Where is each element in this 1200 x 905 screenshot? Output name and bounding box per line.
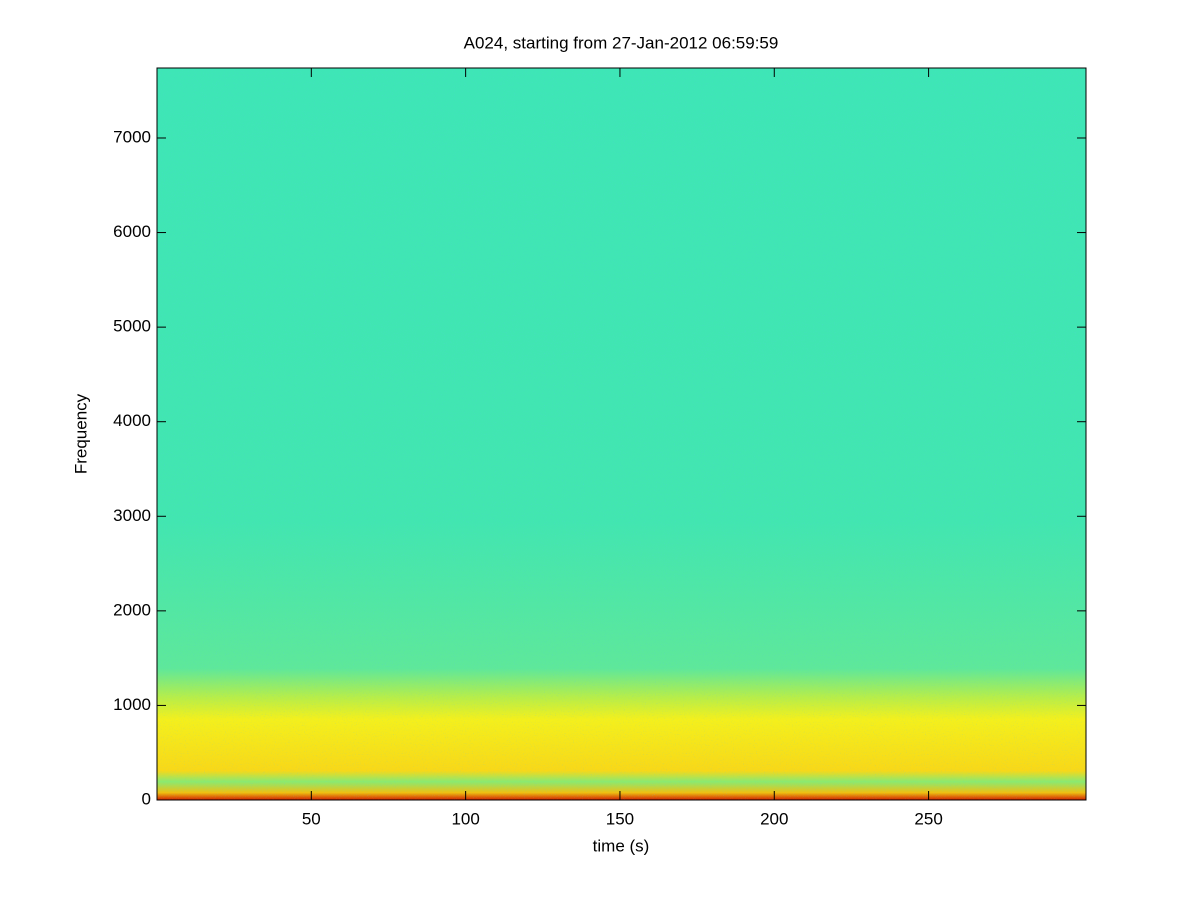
y-tick-label: 6000 (113, 222, 151, 241)
x-tick-label: 100 (451, 809, 479, 828)
x-tick-label: 50 (302, 809, 321, 828)
y-axis-label: Frequency (71, 393, 90, 474)
chart-title: A024, starting from 27-Jan-2012 06:59:59 (464, 33, 779, 52)
y-tick-label: 0 (142, 789, 151, 808)
axes-box (156, 67, 1087, 801)
y-tick-label: 5000 (113, 317, 151, 336)
y-tick-label: 4000 (113, 411, 151, 430)
y-tick-label: 2000 (113, 600, 151, 619)
plot-area (156, 67, 1087, 801)
y-tick-label: 1000 (113, 695, 151, 714)
x-axis-label: time (s) (593, 836, 650, 855)
x-tick-label: 150 (606, 809, 634, 828)
x-tick-label: 200 (760, 809, 788, 828)
y-tick-label: 3000 (113, 506, 151, 525)
spectrogram-texture (157, 68, 1086, 800)
y-tick-label: 7000 (113, 127, 151, 146)
x-tick-label: 250 (914, 809, 942, 828)
